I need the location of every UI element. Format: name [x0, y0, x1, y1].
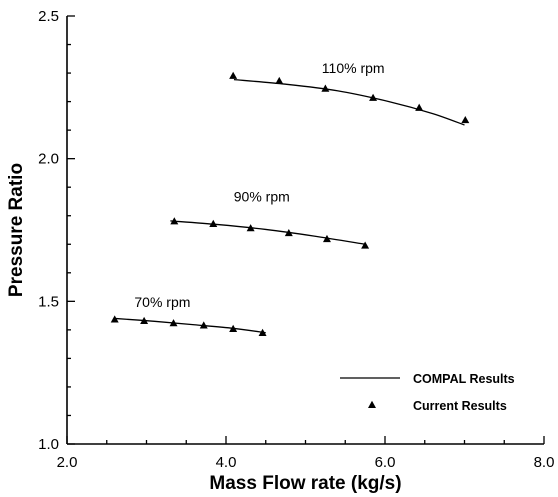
current-marker-0 [229, 71, 238, 79]
current-markers [110, 71, 470, 336]
compal-line-2 [114, 317, 266, 334]
legend-label-current: Current Results [413, 399, 507, 413]
current-marker-2 [199, 321, 208, 329]
annotation-1: 90% rpm [234, 188, 290, 204]
legend-triangle-marker [368, 400, 376, 408]
x-tick-label: 8.0 [534, 454, 555, 471]
current-marker-2 [169, 319, 178, 327]
current-marker-1 [322, 234, 331, 243]
tick-marks [66, 15, 545, 445]
current-marker-0 [369, 93, 378, 101]
current-marker-2 [140, 316, 149, 324]
current-marker-1 [284, 228, 293, 237]
current-marker-1 [209, 219, 218, 227]
legend: COMPAL Results Current Results [340, 372, 515, 413]
current-marker-1 [170, 217, 179, 225]
annotation-0: 110% rpm [322, 60, 385, 76]
x-axis-label: Mass Flow rate (kg/s) [209, 473, 401, 494]
current-marker-1 [361, 241, 370, 249]
compal-line-1 [170, 220, 366, 245]
current-marker-2 [110, 315, 119, 323]
y-tick-label: 2.0 [38, 151, 59, 168]
current-marker-0 [275, 76, 284, 84]
y-tick-label: 2.5 [38, 8, 59, 25]
current-marker-0 [415, 103, 424, 111]
legend-label-compal: COMPAL Results [413, 372, 515, 386]
x-tick-label: 6.0 [375, 454, 396, 471]
current-marker-2 [258, 328, 267, 336]
y-tick-label: 1.0 [38, 436, 59, 453]
current-marker-0 [461, 115, 470, 124]
y-axis-label: Pressure Ratio [6, 163, 27, 297]
tick-labels: 2.0 4.0 6.0 8.0 1.0 1.5 2.0 2.5 [38, 8, 554, 471]
speed-annotations: 110% rpm 90% rpm 70% rpm [134, 60, 384, 310]
compal-line-0 [233, 78, 465, 126]
current-marker-0 [321, 84, 330, 92]
x-tick-label: 4.0 [216, 454, 237, 471]
current-marker-1 [246, 224, 255, 232]
annotation-2: 70% rpm [134, 294, 190, 310]
x-tick-label: 2.0 [57, 454, 78, 471]
current-marker-2 [229, 324, 238, 332]
y-tick-label: 1.5 [38, 293, 59, 310]
